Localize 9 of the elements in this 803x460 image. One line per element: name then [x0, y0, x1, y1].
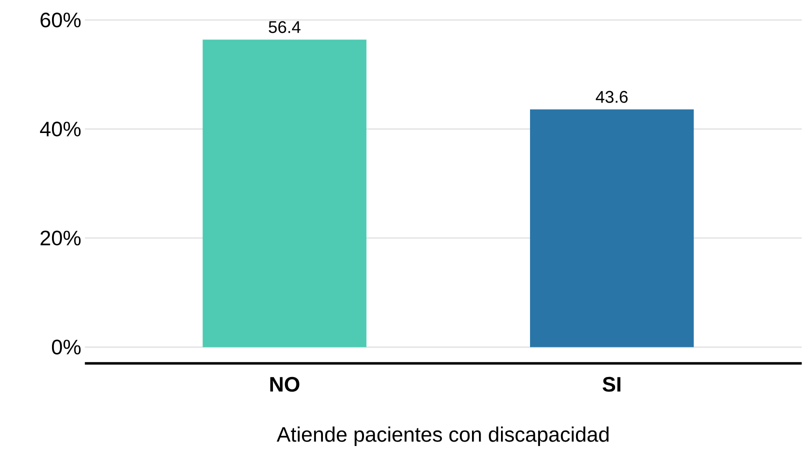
data-label: 43.6 [596, 90, 628, 103]
y-tick-label: 40% [40, 121, 81, 136]
x-tick-label: SI [602, 376, 620, 392]
y-tick-label: 60% [40, 12, 81, 28]
data-label: 56.4 [268, 20, 301, 33]
y-tick-label: 0% [52, 340, 81, 354]
y-tick-label: 20% [40, 230, 81, 246]
x-tick-label: NO [270, 376, 300, 392]
x-axis-title: Atiende pacientes con discapacidad [276, 426, 609, 446]
